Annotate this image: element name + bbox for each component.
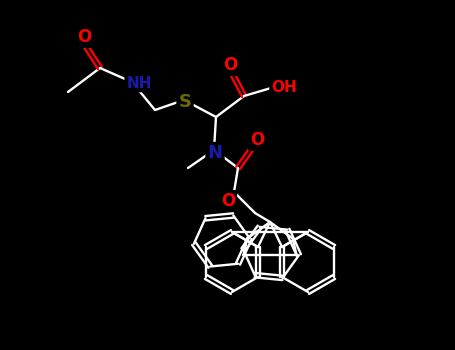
Text: O: O <box>221 192 235 210</box>
Text: O: O <box>77 28 91 46</box>
Text: O: O <box>223 56 237 74</box>
Text: O: O <box>250 131 264 149</box>
Text: N: N <box>207 144 222 162</box>
Text: NH: NH <box>126 76 152 91</box>
Text: S: S <box>178 93 192 111</box>
Text: OH: OH <box>271 79 297 94</box>
